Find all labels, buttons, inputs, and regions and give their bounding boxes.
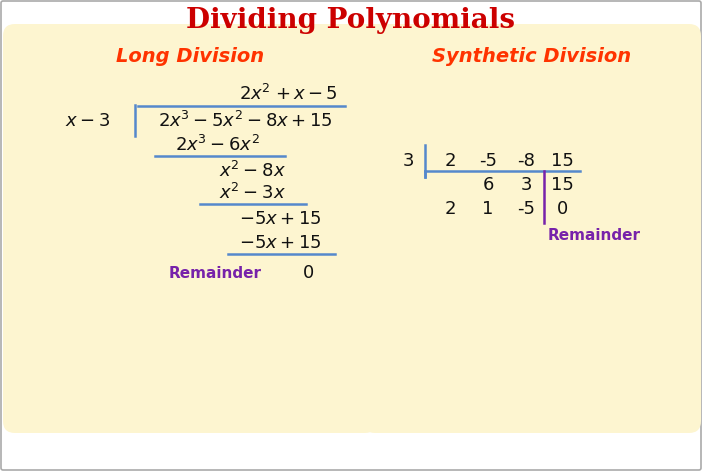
Text: $-5x+15$: $-5x+15$ — [239, 210, 322, 228]
Text: 15: 15 — [550, 152, 574, 170]
Text: $x-3$: $x-3$ — [65, 112, 111, 130]
Text: $-\,5$: $-\,5$ — [307, 85, 337, 103]
Text: $2x^2$: $2x^2$ — [239, 84, 271, 104]
Text: Long Division: Long Division — [116, 47, 264, 65]
Text: $x^2-3x$: $x^2-3x$ — [218, 183, 286, 203]
Text: $0$: $0$ — [302, 264, 314, 282]
Text: $+\,x$: $+\,x$ — [274, 85, 305, 103]
FancyBboxPatch shape — [363, 24, 701, 433]
Text: 6: 6 — [482, 176, 494, 194]
Text: $x^2-8x$: $x^2-8x$ — [218, 161, 286, 181]
Text: Synthetic Division: Synthetic Division — [432, 47, 632, 65]
Text: 2: 2 — [444, 152, 456, 170]
Text: -8: -8 — [517, 152, 535, 170]
FancyBboxPatch shape — [3, 24, 377, 433]
Text: Dividing Polynomials: Dividing Polynomials — [187, 8, 515, 34]
Text: 3: 3 — [402, 152, 413, 170]
Text: Remainder: Remainder — [548, 227, 641, 243]
Text: 0: 0 — [557, 200, 568, 218]
Text: 2: 2 — [444, 200, 456, 218]
Text: $2x^3-6x^2$: $2x^3-6x^2$ — [176, 135, 260, 155]
Text: $2x^3-5x^2-8x+15$: $2x^3-5x^2-8x+15$ — [158, 111, 332, 131]
Text: -5: -5 — [517, 200, 535, 218]
Text: 1: 1 — [482, 200, 494, 218]
Text: Remainder: Remainder — [168, 266, 262, 281]
Text: -5: -5 — [479, 152, 497, 170]
Text: $-5x+15$: $-5x+15$ — [239, 234, 322, 252]
Text: 3: 3 — [520, 176, 531, 194]
Text: 15: 15 — [550, 176, 574, 194]
